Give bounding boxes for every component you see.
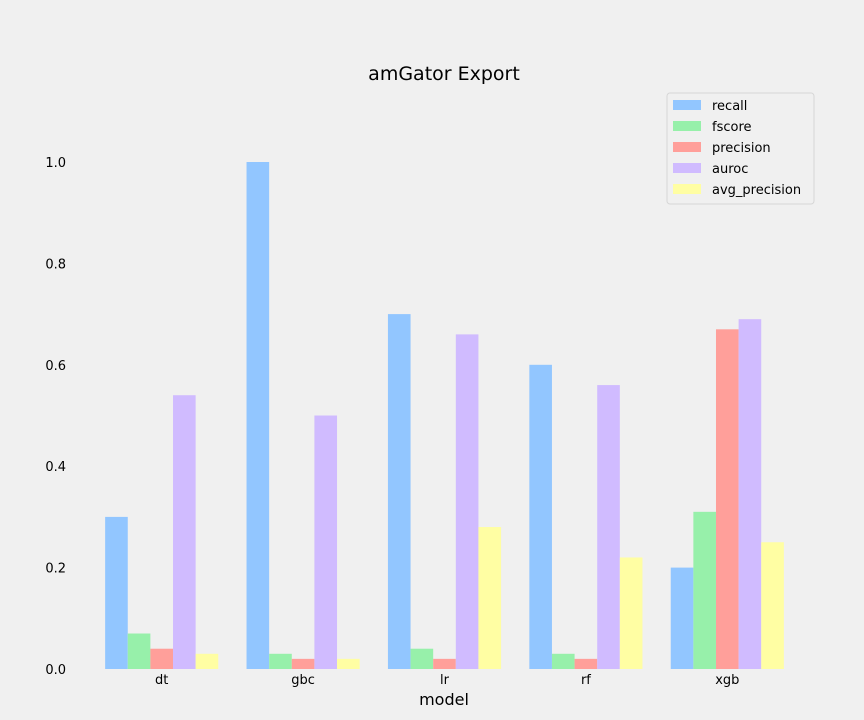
x-tick-label: lr <box>440 673 450 688</box>
legend-label-precision: precision <box>712 141 771 156</box>
bar-avg_precision-gbc <box>337 658 360 669</box>
legend-swatch-precision <box>673 142 701 152</box>
bar-auroc-lr <box>455 334 479 669</box>
y-tick-label: 0.0 <box>45 663 66 678</box>
bar-precision-gbc <box>291 658 315 669</box>
bar-fscore-rf <box>551 653 575 669</box>
bar-recall-rf <box>529 364 552 669</box>
bar-auroc-dt <box>173 395 196 669</box>
chart-title: amGator Export <box>368 63 520 85</box>
x-tick-label: gbc <box>291 673 315 688</box>
legend: recall fscore precision auroc avg_precision <box>666 92 815 205</box>
bar-avg_precision-dt <box>195 653 219 669</box>
bar-recall-lr <box>387 314 411 669</box>
legend-swatch-recall <box>673 100 701 110</box>
bar-fscore-xgb <box>693 511 716 669</box>
bar-precision-xgb <box>715 329 739 669</box>
bar-fscore-lr <box>410 648 434 669</box>
bar-recall-gbc <box>246 162 270 669</box>
bar-precision-dt <box>150 648 174 669</box>
y-tick-label: 0.2 <box>45 562 66 577</box>
bar-fscore-gbc <box>269 653 292 669</box>
bar-auroc-rf <box>597 385 620 669</box>
legend-box <box>666 92 815 205</box>
legend-label-fscore: fscore <box>712 120 752 135</box>
bar-precision-lr <box>433 658 456 669</box>
x-tick-label: rf <box>581 673 591 688</box>
x-tick-label: xgb <box>715 673 739 688</box>
y-tick-label: 0.4 <box>45 460 66 475</box>
bar-avg_precision-xgb <box>761 542 784 669</box>
legend-label-avg_precision: avg_precision <box>712 183 801 198</box>
x-axis: dt gbc lr rf xgb <box>155 673 739 688</box>
legend-label-auroc: auroc <box>712 162 748 177</box>
y-axis: 0.0 0.2 0.4 0.6 0.8 1.0 <box>45 156 66 678</box>
legend-swatch-fscore <box>673 121 701 131</box>
legend-label-recall: recall <box>712 99 747 114</box>
bar-avg_precision-rf <box>619 557 643 669</box>
y-tick-label: 0.8 <box>45 257 66 272</box>
bar-auroc-xgb <box>738 319 762 669</box>
y-tick-label: 1.0 <box>45 156 66 171</box>
bar-precision-rf <box>574 658 598 669</box>
bars-group <box>105 162 784 669</box>
x-tick-label: dt <box>155 673 168 688</box>
bar-recall-xgb <box>670 567 694 669</box>
bar-avg_precision-lr <box>478 527 502 669</box>
legend-swatch-avg_precision <box>673 184 701 194</box>
bar-auroc-gbc <box>314 415 338 669</box>
x-axis-label: model <box>419 690 469 709</box>
y-tick-label: 0.6 <box>45 359 66 374</box>
bar-recall-dt <box>105 516 128 669</box>
bar-fscore-dt <box>127 633 151 669</box>
legend-swatch-auroc <box>673 163 701 173</box>
